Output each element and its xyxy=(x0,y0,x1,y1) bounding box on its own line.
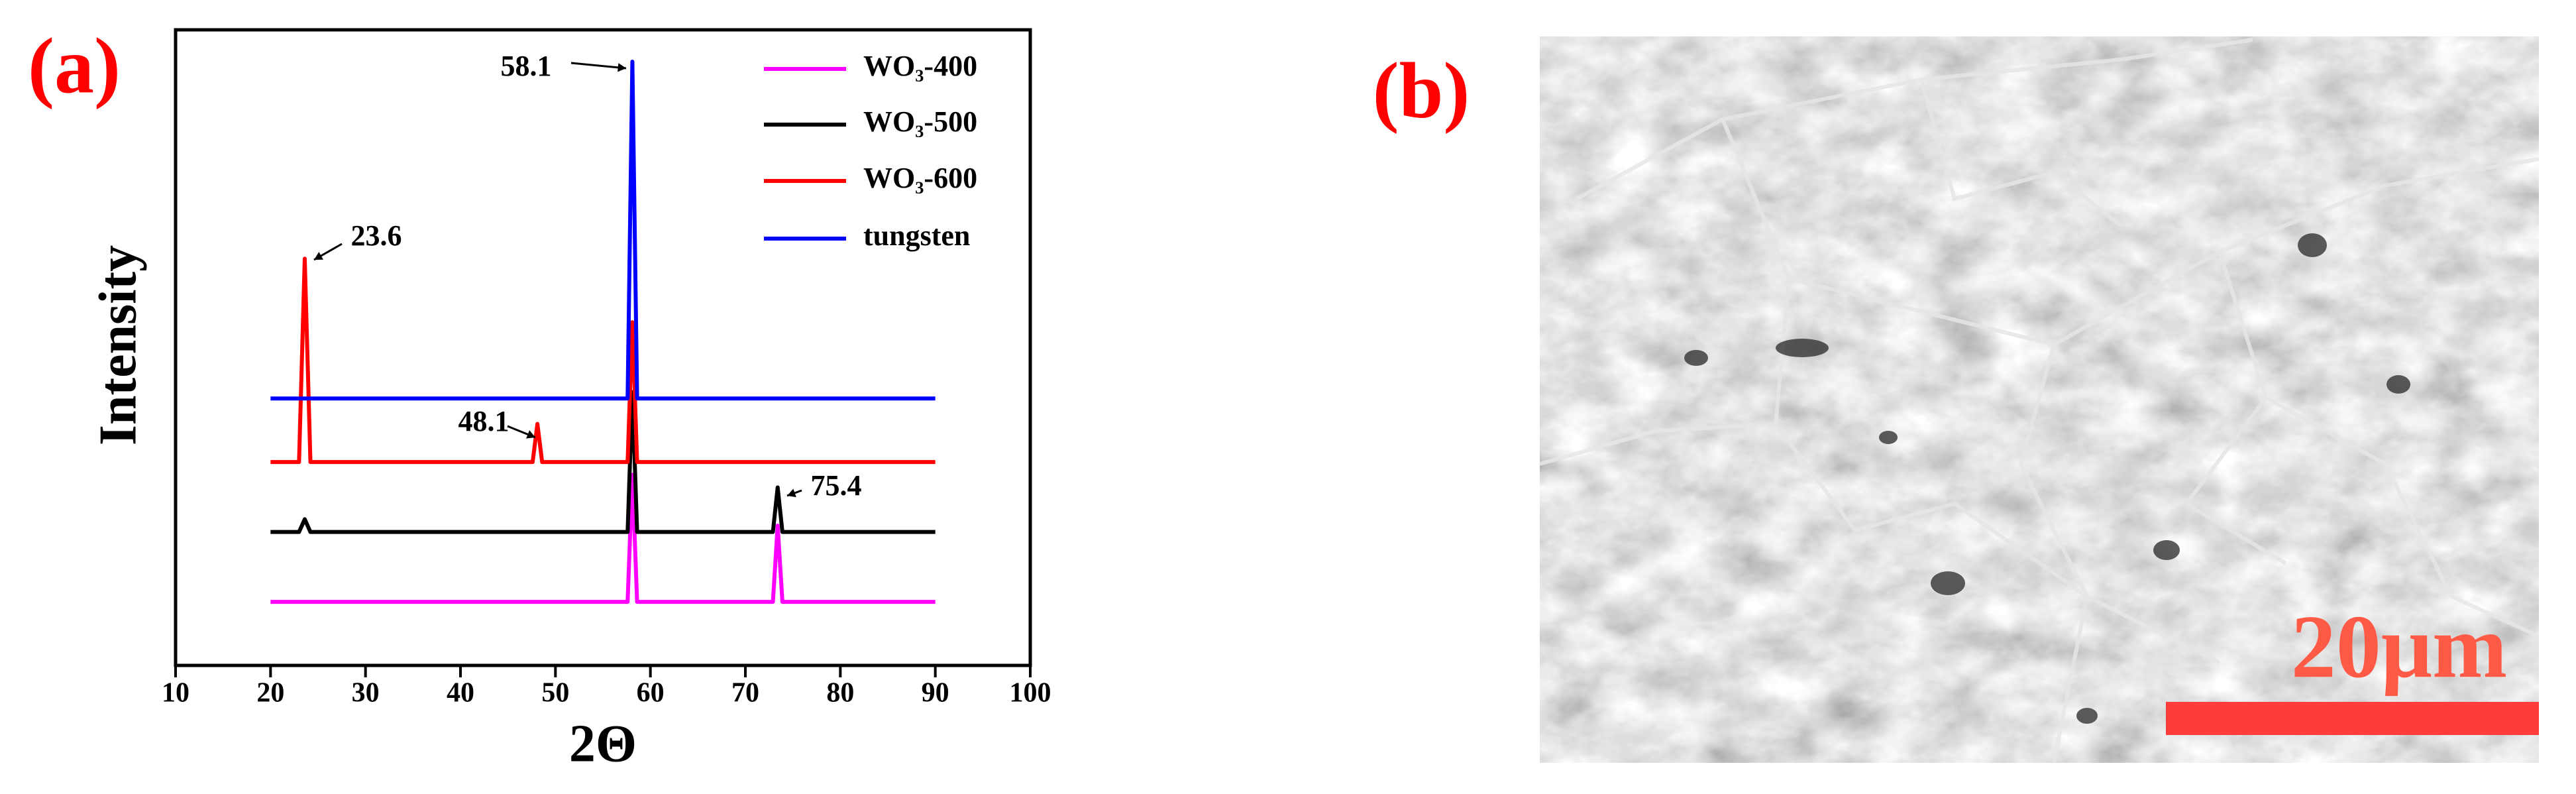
x-tick-label: 10 xyxy=(162,678,189,709)
annotation-arrowhead xyxy=(526,430,535,439)
legend-label: tungsten xyxy=(863,219,970,252)
x-tick-label: 20 xyxy=(256,678,284,709)
x-tick-label: 60 xyxy=(637,678,665,709)
x-tick-label: 70 xyxy=(731,678,759,709)
annotation: 48.1 xyxy=(458,405,510,437)
axes-frame xyxy=(174,28,1032,667)
x-tick-label: 50 xyxy=(541,678,569,709)
y-axis-label: Intensity xyxy=(89,245,147,445)
x-tick-label: 100 xyxy=(1010,678,1051,709)
series-line xyxy=(270,390,936,534)
legend-label: WO₃-600 xyxy=(863,162,977,194)
annotation: 58.1 xyxy=(501,50,552,82)
series-line xyxy=(270,256,936,465)
panel-label: (b) xyxy=(1373,46,1470,135)
x-axis-label: 2Θ xyxy=(569,714,637,773)
x-tick-label: 80 xyxy=(826,678,854,709)
scale-bar-label: 20μm xyxy=(2291,597,2507,697)
annotation-arrowhead xyxy=(617,63,626,72)
plot-area: 10 20 30 40 50 60 70 80 90 100 WO₃-400 WO₃-500 WO₃-6… xyxy=(162,50,1051,709)
x-tick-label: 40 xyxy=(447,678,474,709)
x-tick-label: 30 xyxy=(352,678,380,709)
legend-label: WO₃-400 xyxy=(863,50,977,82)
annotation-arrowhead xyxy=(314,252,323,260)
annotation: 23.6 xyxy=(351,219,402,252)
legend-label: WO₃-500 xyxy=(863,105,977,138)
x-tick-label: 90 xyxy=(922,678,949,709)
annotation-arrow xyxy=(570,62,627,70)
sem-image xyxy=(1540,36,2539,763)
annotation: 75.4 xyxy=(811,469,862,502)
scale-bar xyxy=(2166,702,2539,735)
sem-pits xyxy=(1684,233,2410,724)
sem-cracks xyxy=(1540,38,2539,763)
series-line xyxy=(270,59,936,401)
panel-label: (a) xyxy=(28,22,121,110)
series-line xyxy=(270,473,936,604)
annotation-arrowhead xyxy=(787,488,796,498)
